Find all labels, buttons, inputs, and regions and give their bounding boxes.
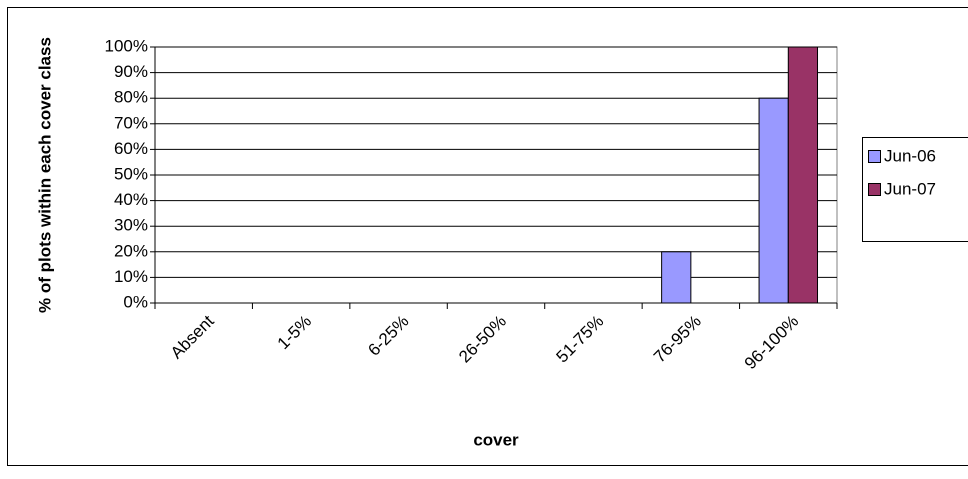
bar <box>787 46 819 304</box>
y-tick-label: 40% <box>114 190 148 209</box>
legend-swatch <box>868 183 881 196</box>
y-tick-label: 50% <box>114 164 148 183</box>
y-tick-label: 0% <box>123 292 148 311</box>
y-tick-label: 10% <box>114 267 148 286</box>
y-tick-label: 20% <box>114 241 148 260</box>
y-tick-label: 60% <box>114 139 148 158</box>
legend-label: Jun-07 <box>884 179 936 198</box>
legend-swatch <box>868 150 881 163</box>
y-tick-label: 80% <box>114 88 148 107</box>
legend-label: Jun-06 <box>884 146 936 165</box>
bar <box>661 251 692 304</box>
x-axis-title: cover <box>473 430 519 449</box>
y-tick-label: 100% <box>105 36 148 55</box>
bar <box>758 97 789 304</box>
y-tick-label: 70% <box>114 113 148 132</box>
y-tick-label: 90% <box>114 62 148 81</box>
y-tick-label: 30% <box>114 216 148 235</box>
chart-border <box>7 7 968 466</box>
y-axis-title: % of plots within each cover class <box>35 37 54 313</box>
